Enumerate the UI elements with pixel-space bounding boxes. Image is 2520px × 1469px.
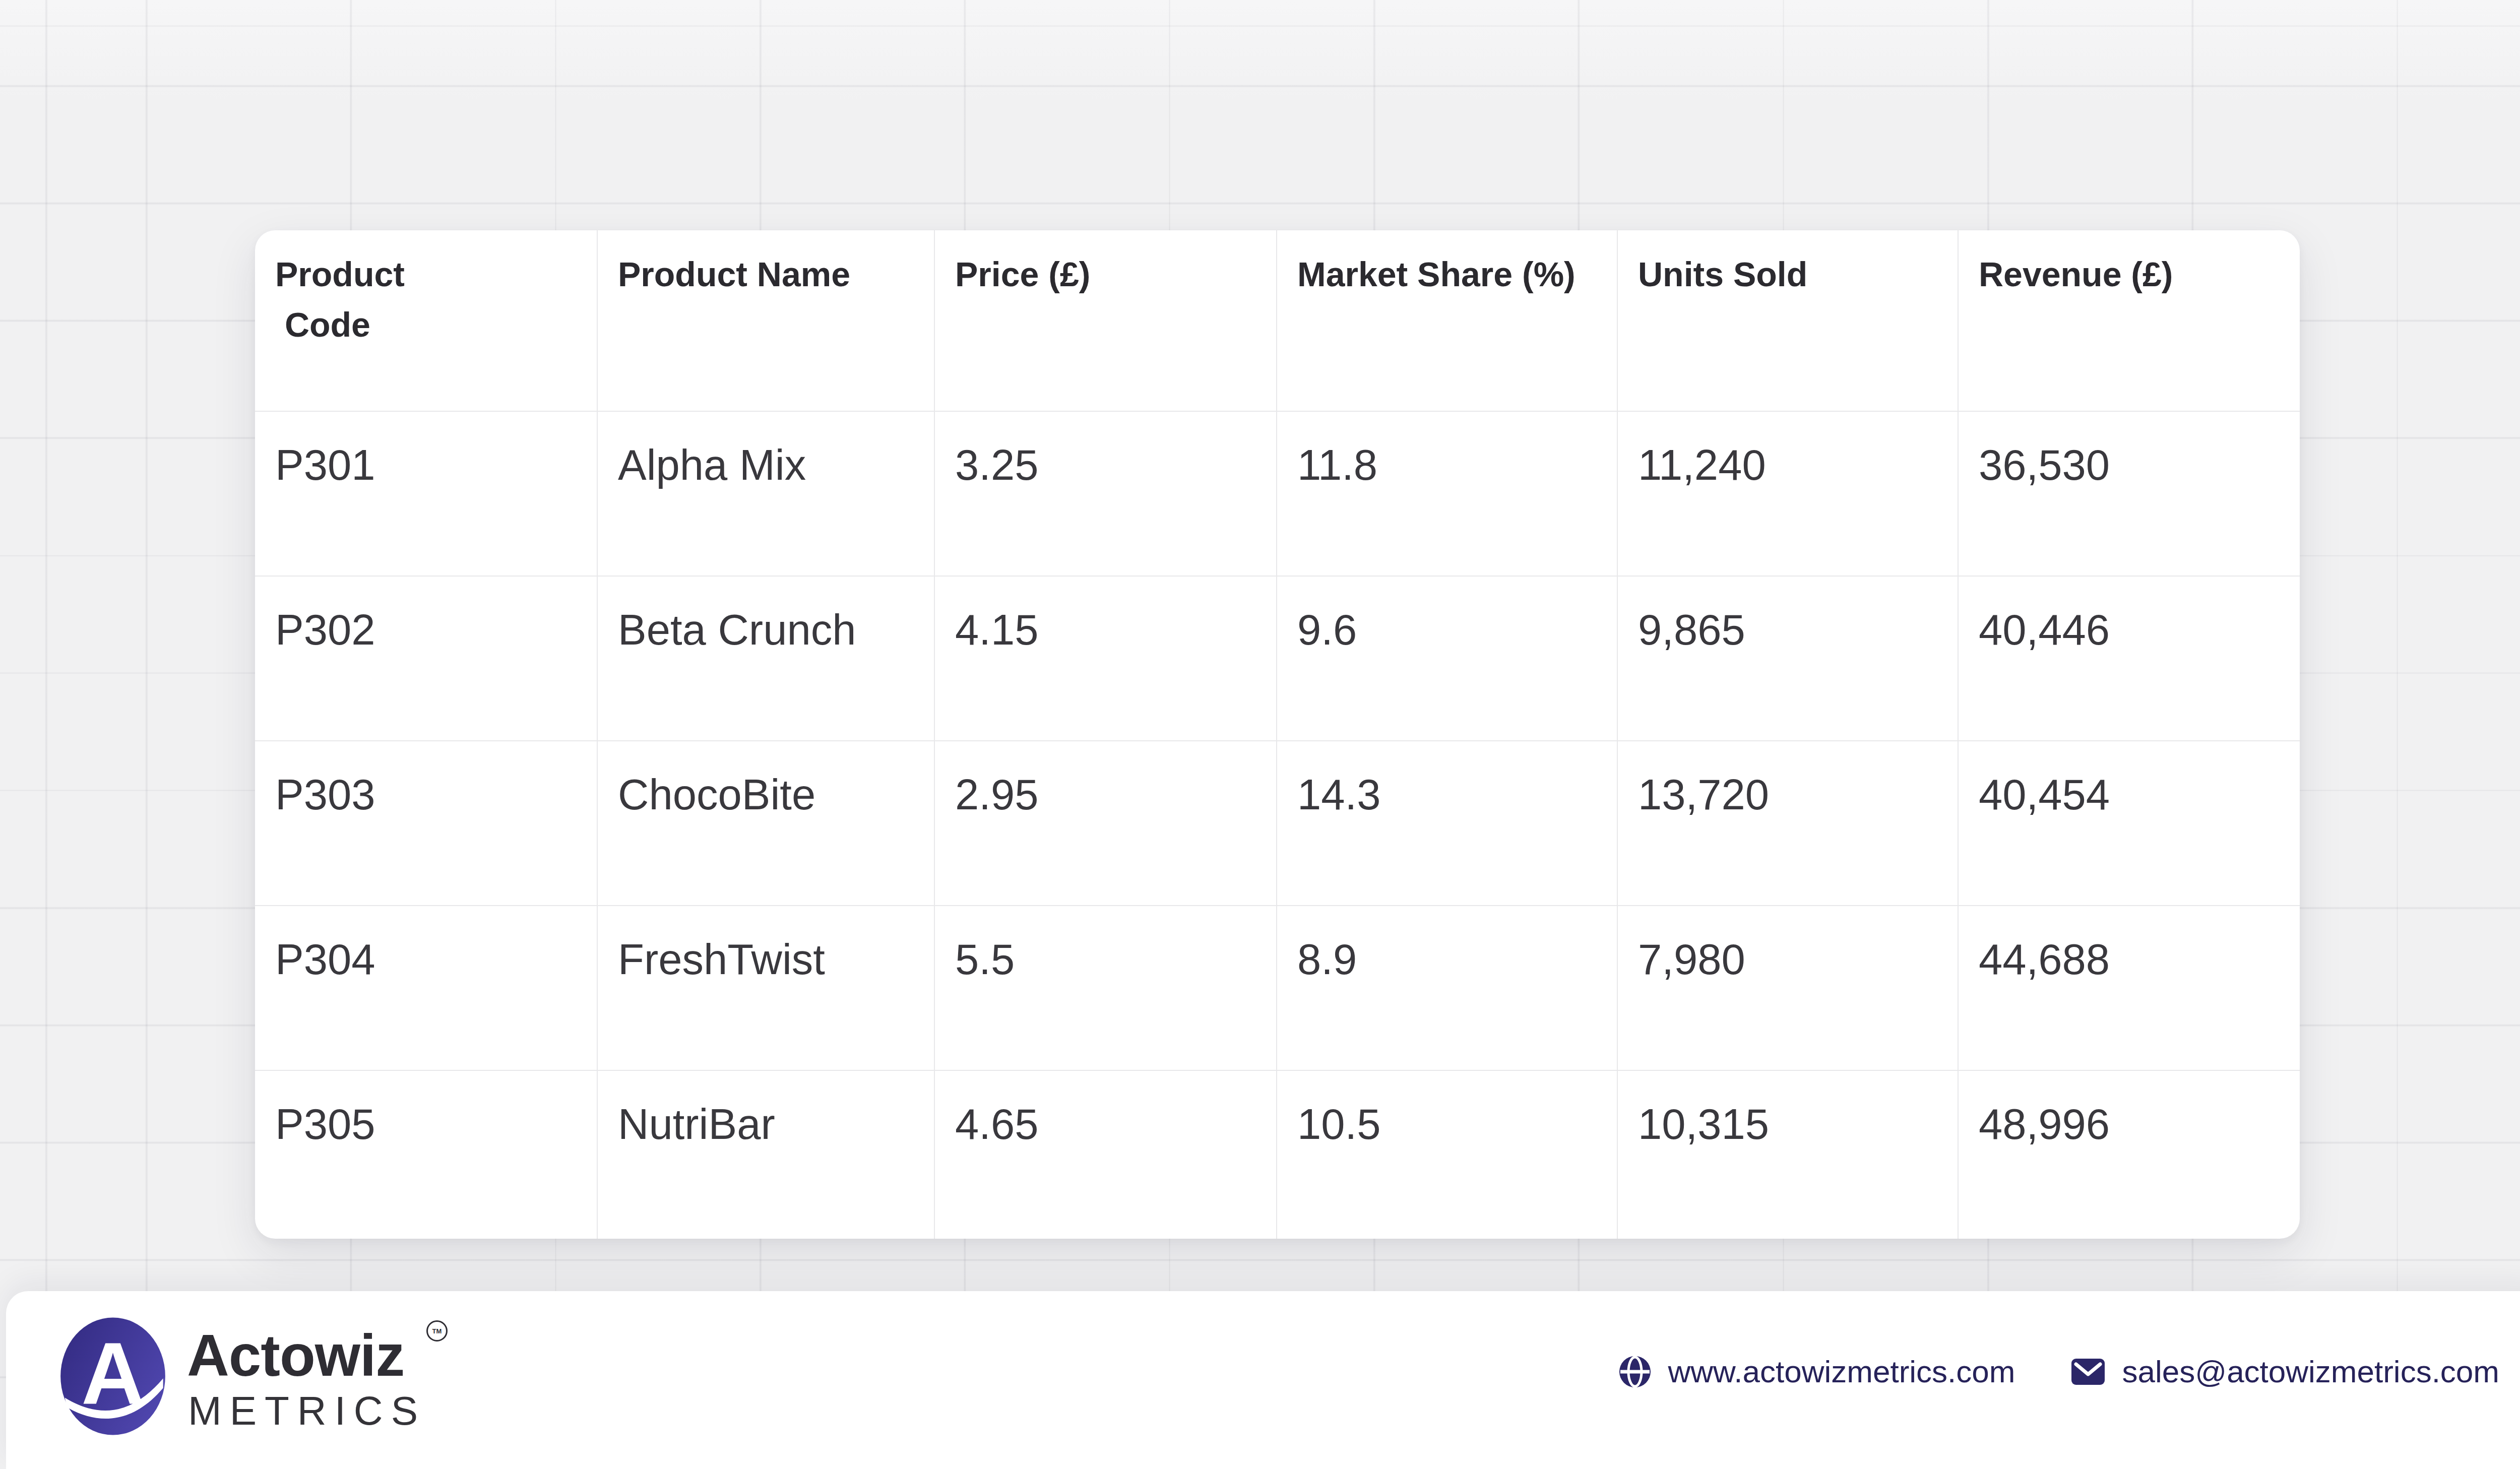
footer-bar: A Actowiz TM METRICS www.actowizmetrics.… <box>6 1291 2520 1469</box>
column-header-market-share: Market Share (%) <box>1276 230 1617 411</box>
table-cell: NutriBar <box>597 1070 934 1239</box>
column-header-product-code: Product Code <box>255 230 597 411</box>
email-link-label: sales@actowizmetrics.com <box>2122 1356 2499 1387</box>
table-cell: 10.5 <box>1276 1070 1617 1239</box>
table-cell: 14.3 <box>1276 740 1617 905</box>
product-table: Product Code Product Name Price (£) Mark… <box>255 230 2300 1239</box>
brand-name: Actowiz <box>187 1326 404 1385</box>
table-cell: 44,688 <box>1958 905 2300 1070</box>
table-cell: 48,996 <box>1958 1070 2300 1239</box>
table-cell: 3.25 <box>934 411 1276 576</box>
column-header-units-sold: Units Sold <box>1617 230 1958 411</box>
table-cell: 40,454 <box>1958 740 2300 905</box>
footer-contact-links: www.actowizmetrics.com sales@actowizmetr… <box>1619 1354 2499 1389</box>
table-cell: 4.65 <box>934 1070 1276 1239</box>
column-header-price: Price (£) <box>934 230 1276 411</box>
table-cell: 13,720 <box>1617 740 1958 905</box>
envelope-icon <box>2071 1359 2105 1385</box>
table-cell: 40,446 <box>1958 576 2300 740</box>
table-cell: 11,240 <box>1617 411 1958 576</box>
table-cell: P302 <box>255 576 597 740</box>
table-cell: Beta Crunch <box>597 576 934 740</box>
table-cell: 5.5 <box>934 905 1276 1070</box>
table-cell: 36,530 <box>1958 411 2300 576</box>
table-cell: P304 <box>255 905 597 1070</box>
table-cell: 11.8 <box>1276 411 1617 576</box>
table-cell: 7,980 <box>1617 905 1958 1070</box>
website-link-label: www.actowizmetrics.com <box>1668 1356 2015 1387</box>
website-link[interactable]: www.actowizmetrics.com <box>1619 1356 2015 1387</box>
table-cell: 2.95 <box>934 740 1276 905</box>
table-cell: FreshTwist <box>597 905 934 1070</box>
column-header-revenue: Revenue (£) <box>1958 230 2300 411</box>
table-cell: 9.6 <box>1276 576 1617 740</box>
trademark-badge: TM <box>426 1320 448 1342</box>
table-cell: 4.15 <box>934 576 1276 740</box>
column-header-product-name: Product Name <box>597 230 934 411</box>
actowiz-logo-icon: A <box>59 1316 166 1436</box>
table-cell: ChocoBite <box>597 740 934 905</box>
table-cell: P301 <box>255 411 597 576</box>
table-cell: P303 <box>255 740 597 905</box>
email-link[interactable]: sales@actowizmetrics.com <box>2071 1356 2499 1387</box>
table-cell: Alpha Mix <box>597 411 934 576</box>
product-table-card: Product Code Product Name Price (£) Mark… <box>255 230 2300 1239</box>
page-background: Product Code Product Name Price (£) Mark… <box>0 0 2520 1469</box>
table-cell: 10,315 <box>1617 1070 1958 1239</box>
table-cell: 9,865 <box>1617 576 1958 740</box>
globe-icon <box>1619 1356 1651 1387</box>
table-cell: P305 <box>255 1070 597 1239</box>
table-cell: 8.9 <box>1276 905 1617 1070</box>
brand-subtitle: METRICS <box>188 1391 426 1431</box>
